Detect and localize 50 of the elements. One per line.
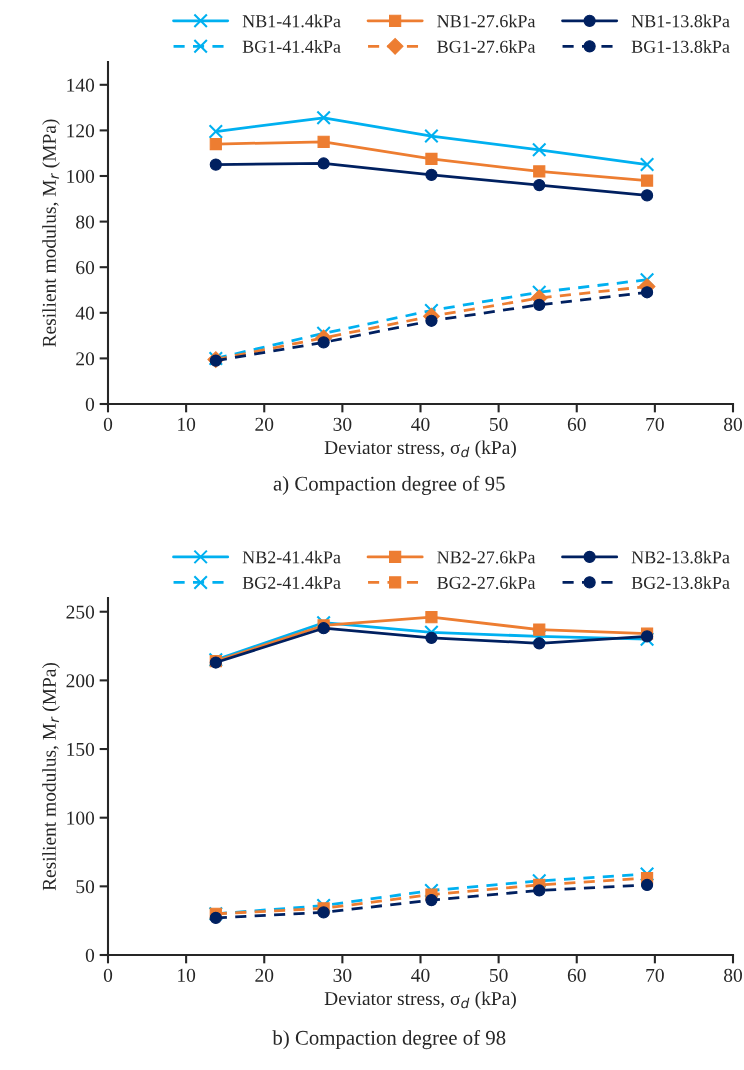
legend-label: BG1-27.6kPa [437,40,536,53]
text: a) Compaction degree of 95 [273,475,505,495]
y-tick-label: 40 [75,306,95,320]
y-tick-label: 120 [67,124,95,138]
x-tick-label: 10 [178,968,196,982]
legend-label: NB1-27.6kPa [437,14,536,28]
y-tick-label: 250 [66,605,95,619]
legend-label: NB2-27.6kPa [437,550,536,564]
legend-label: NB2-41.4kPa [242,550,341,564]
y-tick-label: 60 [76,261,95,275]
legend-label: BG2-13.8kPa [631,576,730,589]
y-tick-label: 20 [76,352,95,366]
x-tick-label: 60 [567,417,586,431]
x-tick-label: 70 [646,417,664,431]
legend-label: BG1-13.8kPa [631,40,730,53]
legend-label: NB1-41.4kPa [242,14,341,28]
legend-label: BG2-41.4kPa [242,576,341,589]
y-tick-label: 80 [76,215,95,229]
x-axis-title: Deviator stress, σ$_{d}$ (kPa) [324,440,516,459]
y-tick-label: 50 [76,880,95,894]
y-axis-title: Resilient modulus, M$_{r}$ (MPa) [42,119,60,347]
x-tick-label: 60 [567,968,586,982]
x-tick-label: 40 [411,968,430,982]
x-tick-label: 30 [333,968,352,982]
legend-label: BG1-41.4kPa [242,40,341,53]
y-tick-label: 150 [67,742,95,756]
y-axis-title: Resilient modulus, M$_{r}$ (MPa) [42,662,60,891]
y-tick-label: 0 [85,397,95,411]
x-tick-label: 80 [724,417,742,431]
legend-label: BG2-27.6kPa [437,576,536,589]
x-tick-label: 20 [255,968,274,982]
y-tick-label: 100 [67,811,95,825]
legend-label: NB1-13.8kPa [631,14,730,28]
x-tick-label: 80 [724,968,742,982]
y-tick-label: 140 [67,78,95,92]
x-tick-label: 20 [255,417,274,431]
x-tick-label: 0 [103,417,113,431]
x-tick-label: 30 [333,417,352,431]
x-tick-label: 50 [490,968,508,982]
y-tick-label: 100 [67,169,95,183]
y-tick-label: 0 [85,948,95,962]
legend-label: NB2-13.8kPa [631,550,730,564]
x-tick-label: 70 [646,968,664,982]
x-tick-label: 40 [411,417,430,431]
y-tick-label: 200 [66,674,95,688]
x-tick-label: 50 [490,417,508,431]
x-axis-title: Deviator stress, σ$_{d}$ (kPa) [324,991,516,1010]
x-tick-label: 0 [103,968,113,982]
x-tick-label: 10 [178,417,196,431]
text: b) Compaction degree of 98 [272,1029,506,1050]
